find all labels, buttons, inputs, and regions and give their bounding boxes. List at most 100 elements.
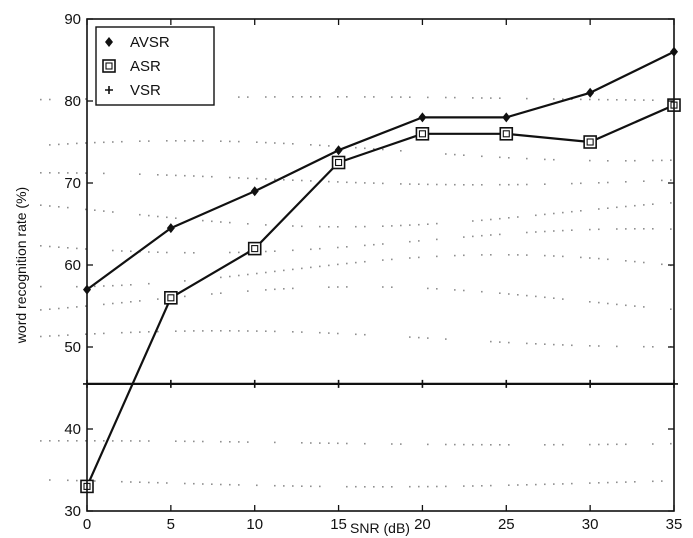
speckle-dot	[571, 210, 573, 213]
speckle-dot	[364, 333, 366, 336]
speckle-dot	[265, 289, 267, 291]
speckle-dot	[193, 330, 195, 332]
speckle-dot	[382, 486, 384, 488]
speckle-dot	[67, 334, 69, 336]
speckle-dot	[49, 205, 51, 207]
speckle-dot	[220, 140, 222, 142]
speckle-dot	[211, 175, 213, 178]
speckle-dot	[409, 224, 411, 226]
speckle-dot	[283, 179, 285, 181]
speckle-dot	[580, 98, 582, 101]
speckle-dot	[292, 287, 294, 290]
speckle-dot	[409, 183, 411, 185]
speckle-dot	[553, 98, 555, 100]
speckle-dot	[499, 156, 501, 159]
speckle-dot	[346, 286, 348, 288]
speckle-dot	[292, 225, 294, 227]
speckle-dot	[598, 182, 600, 184]
speckle-dot	[40, 440, 42, 442]
speckle-dot	[229, 330, 231, 332]
speckle-dot	[49, 98, 51, 101]
speckle-dot	[274, 270, 276, 273]
speckle-dot	[580, 182, 582, 185]
speckle-dot	[337, 442, 339, 445]
speckle-dot	[553, 212, 555, 215]
speckle-dot	[76, 440, 78, 442]
speckle-dot	[373, 182, 375, 184]
speckle-dot	[670, 202, 672, 204]
speckle-dot	[481, 219, 483, 222]
speckle-dot	[427, 485, 429, 488]
speckle-dot	[310, 144, 312, 146]
speckle-dot	[40, 172, 42, 174]
speckle-dot	[373, 243, 375, 246]
point-asr-15	[331, 155, 346, 170]
speckle-dot	[76, 306, 78, 308]
speckle-dot	[85, 248, 87, 250]
speckle-dot	[454, 183, 456, 186]
speckle-dot	[328, 180, 330, 183]
tick-labels-layer: 0 5 10 15 20 25 30 35 30 40 50 60 70 80 90	[64, 11, 682, 533]
speckle-dot	[553, 443, 555, 446]
speckle-dot	[508, 254, 510, 256]
speckle-dot	[499, 444, 501, 446]
speckle-dot	[148, 481, 150, 484]
speckle-dot	[490, 218, 492, 221]
y-tick-label-90: 90	[64, 11, 81, 28]
speckle-dot	[607, 207, 609, 209]
speckle-dot	[472, 235, 474, 238]
speckle-dot	[310, 96, 312, 98]
speckle-dot	[616, 443, 618, 446]
speckle-dot	[103, 440, 105, 442]
speckle-dot	[526, 157, 528, 160]
speckle-dot	[616, 99, 618, 101]
speckle-dot	[256, 272, 258, 275]
speckle-dot	[130, 284, 132, 286]
legend-entry-avsr: AVSR	[105, 34, 170, 51]
speckle-dot	[157, 330, 159, 333]
speckle-dot	[364, 182, 366, 184]
speckle-dot	[310, 442, 312, 444]
speckle-dot	[247, 177, 249, 180]
speckle-dot	[265, 141, 267, 144]
speckle-dot	[220, 276, 222, 279]
speckle-dot	[346, 442, 348, 445]
speckle-dot	[328, 226, 330, 228]
speckle-dot	[166, 482, 168, 484]
speckle-dot	[544, 213, 546, 216]
speckle-dot	[481, 155, 483, 158]
speckle-dot	[571, 344, 573, 347]
speckle-dot	[337, 96, 339, 98]
speckle-dot	[400, 183, 402, 185]
speckle-dot	[616, 206, 618, 209]
speckle-dot	[634, 260, 636, 263]
speckle-dot	[247, 273, 249, 276]
speckle-dot	[499, 292, 501, 294]
speckle-dot	[454, 289, 456, 291]
speckle-dot	[238, 177, 240, 179]
speckle-dot	[310, 180, 312, 182]
speckle-dot	[337, 226, 339, 228]
speckle-dot	[553, 255, 555, 257]
speckle-dot	[67, 479, 69, 482]
speckle-dot	[598, 482, 600, 484]
speckle-dot	[193, 140, 195, 142]
speckle-dot	[67, 172, 69, 174]
speckle-dot	[364, 96, 366, 98]
speckle-dot	[472, 485, 474, 487]
speckle-dot	[112, 284, 114, 287]
speckle-dot	[157, 215, 159, 218]
point-asr-25	[499, 127, 514, 141]
speckle-dot	[301, 485, 303, 487]
point-vsr-15	[334, 379, 343, 388]
speckle-dot	[481, 234, 483, 237]
speckle-dot	[238, 484, 240, 486]
x-tick-label-20: 20	[414, 516, 431, 533]
speckle-dot	[625, 228, 627, 230]
speckle-dot	[310, 248, 312, 251]
legend-marker-avsr	[105, 37, 113, 47]
speckle-dot	[490, 340, 492, 343]
point-asr-20	[415, 127, 430, 141]
speckle-dot	[301, 179, 303, 182]
speckle-dot	[40, 98, 42, 101]
